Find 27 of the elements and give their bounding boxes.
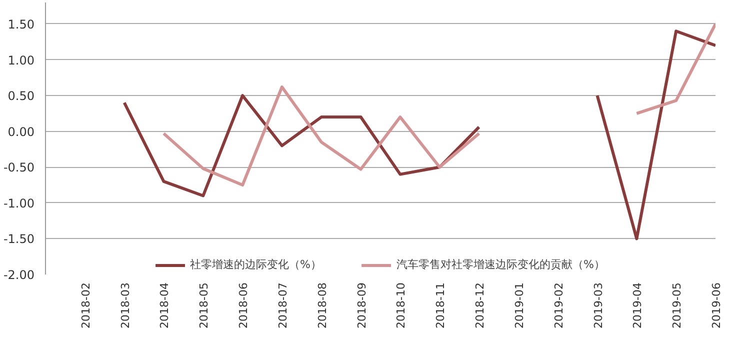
x-tick-label: 2019-02 <box>552 282 566 328</box>
y-tick-label: -2.00 <box>3 268 35 282</box>
x-tick-label: 2019-03 <box>592 282 605 328</box>
x-tick-label: 2019-01 <box>512 282 526 328</box>
x-tick-label: 2018-12 <box>474 282 487 328</box>
x-tick-label: 2018-07 <box>276 282 290 328</box>
y-tick-label: 1.00 <box>8 53 34 68</box>
x-tick-label: 2018-11 <box>434 282 448 328</box>
x-tick-label: 2018-03 <box>118 282 132 328</box>
x-tick-label: 2018-02 <box>79 282 92 328</box>
x-tick-label: 2018-08 <box>316 282 329 328</box>
x-tick-label: 2018-06 <box>237 282 250 328</box>
y-tick-label: -1.50 <box>3 232 35 246</box>
y-tick-label: -0.50 <box>3 160 35 175</box>
x-tick-label: 2019-04 <box>631 282 644 328</box>
y-tick-label: -1.00 <box>3 196 35 210</box>
legend-label: 汽车零售对社零增速边际变化的贡献（%） <box>396 257 605 272</box>
x-tick-label: 2018-05 <box>198 282 211 328</box>
legend-label: 社零增速的边际变化（%） <box>190 257 322 272</box>
x-tick-label: 2018-09 <box>355 282 368 328</box>
x-tick-label: 2018-04 <box>158 282 172 328</box>
y-tick-label: 0.00 <box>8 124 34 139</box>
x-tick-label: 2018-10 <box>394 282 408 328</box>
y-tick-label: 0.50 <box>8 89 34 104</box>
x-tick-label: 2019-06 <box>710 282 723 328</box>
y-tick-label: 1.50 <box>8 17 34 32</box>
x-tick-label: 2019-05 <box>670 282 684 328</box>
